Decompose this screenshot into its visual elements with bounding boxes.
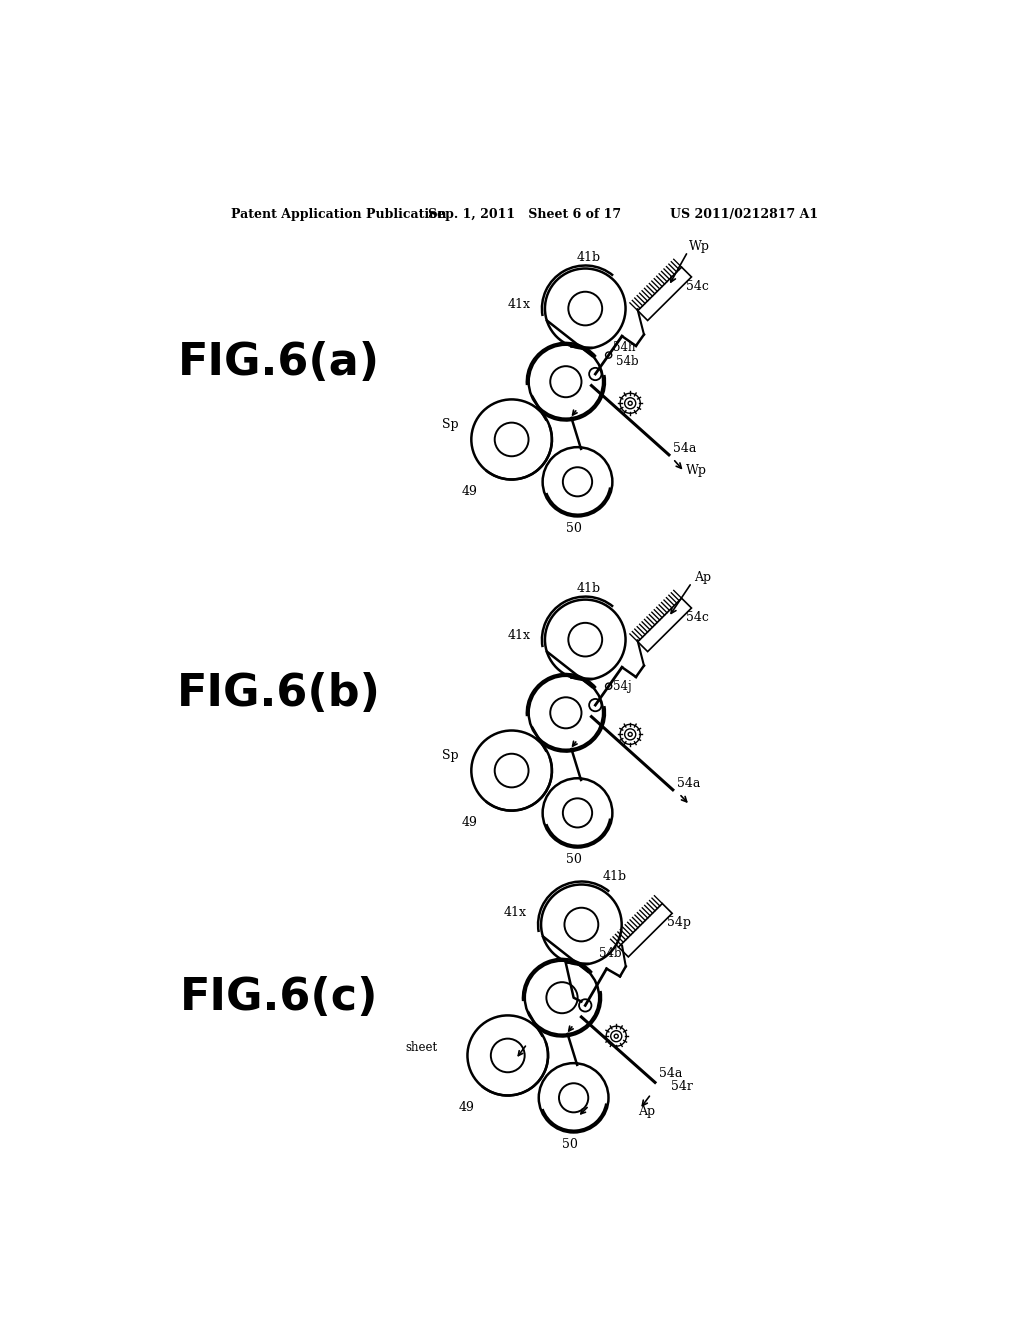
Text: 54p: 54p — [667, 916, 691, 929]
Text: 41b: 41b — [578, 582, 601, 595]
Text: 54a: 54a — [677, 777, 700, 791]
Text: 49: 49 — [462, 816, 478, 829]
Text: Wp: Wp — [689, 239, 711, 252]
Text: FIG.6(a): FIG.6(a) — [178, 341, 380, 384]
Text: 54r: 54r — [671, 1080, 692, 1093]
Text: FIG.6(c): FIG.6(c) — [179, 977, 378, 1019]
Text: Sp: Sp — [442, 417, 459, 430]
Text: 49: 49 — [458, 1101, 474, 1114]
Text: 41b: 41b — [603, 870, 627, 883]
Text: 49: 49 — [462, 486, 478, 499]
Text: 54h: 54h — [613, 341, 636, 354]
Text: sheet: sheet — [406, 1041, 437, 1055]
Text: 50: 50 — [565, 523, 582, 536]
Text: 41x: 41x — [504, 907, 527, 920]
Text: 50: 50 — [565, 853, 582, 866]
Text: Patent Application Publication: Patent Application Publication — [231, 207, 446, 220]
Text: 54a: 54a — [658, 1067, 682, 1080]
Text: Wp: Wp — [686, 463, 707, 477]
Text: Ap: Ap — [694, 570, 712, 583]
Text: FIG.6(b): FIG.6(b) — [177, 672, 381, 715]
Text: 41x: 41x — [508, 630, 530, 643]
Text: 54b: 54b — [616, 355, 639, 368]
Text: 50: 50 — [562, 1138, 578, 1151]
Text: 54c: 54c — [686, 280, 710, 293]
Text: 41x: 41x — [508, 298, 530, 312]
Text: 41b: 41b — [578, 251, 601, 264]
Text: 54c: 54c — [686, 611, 710, 624]
Text: 54a: 54a — [673, 442, 696, 455]
Text: 54j: 54j — [613, 680, 632, 693]
Text: Ap: Ap — [638, 1105, 655, 1118]
Text: Sep. 1, 2011   Sheet 6 of 17: Sep. 1, 2011 Sheet 6 of 17 — [428, 207, 622, 220]
Text: Sp: Sp — [442, 748, 459, 762]
Text: US 2011/0212817 A1: US 2011/0212817 A1 — [671, 207, 818, 220]
Text: 54b: 54b — [599, 946, 622, 960]
